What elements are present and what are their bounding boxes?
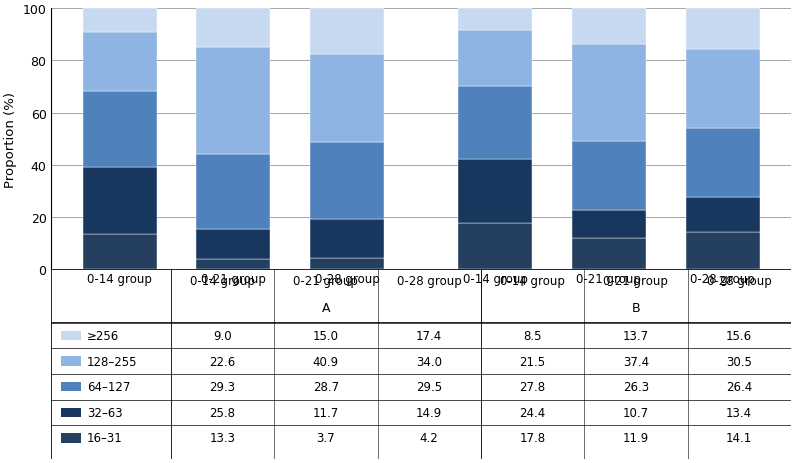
Text: 0-21 group: 0-21 group	[293, 275, 359, 288]
Bar	[196, 48, 270, 155]
Bar	[458, 9, 532, 31]
Bar	[83, 235, 157, 269]
Text: 32–63: 32–63	[87, 406, 122, 419]
Bar	[685, 198, 759, 233]
Text: 30.5: 30.5	[727, 355, 752, 368]
Text: 0-14 group: 0-14 group	[190, 275, 255, 288]
Text: 15.0: 15.0	[313, 329, 339, 342]
Text: 14.9: 14.9	[416, 406, 442, 419]
FancyBboxPatch shape	[60, 382, 81, 392]
Bar	[310, 143, 384, 220]
Bar	[310, 220, 384, 258]
Bar	[196, 260, 270, 269]
Text: 11.7: 11.7	[312, 406, 339, 419]
Bar	[572, 9, 646, 45]
Text: 9.0: 9.0	[213, 329, 232, 342]
Text: 13.7: 13.7	[622, 329, 649, 342]
Text: 24.4: 24.4	[519, 406, 545, 419]
Text: 16–31: 16–31	[87, 432, 122, 444]
Text: 17.8: 17.8	[519, 432, 545, 444]
Bar	[196, 9, 270, 48]
Text: 0-21 group: 0-21 group	[603, 275, 669, 288]
Bar	[572, 45, 646, 142]
Bar	[196, 155, 270, 229]
Text: B: B	[631, 301, 640, 314]
Text: 0-14 group: 0-14 group	[500, 275, 565, 288]
FancyBboxPatch shape	[60, 433, 81, 443]
Text: 25.8: 25.8	[210, 406, 235, 419]
Text: 17.4: 17.4	[416, 329, 442, 342]
Text: 26.4: 26.4	[726, 381, 752, 394]
Text: 0-28 group: 0-28 group	[397, 275, 462, 288]
Bar	[685, 50, 759, 129]
Text: 40.9: 40.9	[312, 355, 339, 368]
Bar	[310, 55, 384, 143]
FancyBboxPatch shape	[60, 357, 81, 366]
Text: 26.3: 26.3	[622, 381, 649, 394]
Bar	[310, 9, 384, 55]
Text: 14.1: 14.1	[726, 432, 752, 444]
Bar	[83, 168, 157, 235]
Text: 13.3: 13.3	[210, 432, 235, 444]
Text: 3.7: 3.7	[316, 432, 335, 444]
Bar	[685, 129, 759, 198]
Text: 128–255: 128–255	[87, 355, 138, 368]
Text: 21.5: 21.5	[519, 355, 545, 368]
Text: A: A	[322, 301, 330, 314]
Bar	[685, 233, 759, 269]
Text: 11.9: 11.9	[622, 432, 649, 444]
Text: 34.0: 34.0	[417, 355, 442, 368]
Bar	[83, 91, 157, 168]
Text: 15.6: 15.6	[726, 329, 752, 342]
Text: 4.2: 4.2	[420, 432, 439, 444]
Bar	[458, 87, 532, 160]
Bar	[458, 223, 532, 269]
Text: 64–127: 64–127	[87, 381, 130, 394]
Bar	[572, 211, 646, 238]
Text: 10.7: 10.7	[622, 406, 649, 419]
Bar	[458, 160, 532, 223]
Y-axis label: Proportion (%): Proportion (%)	[4, 91, 17, 187]
Bar	[685, 9, 759, 50]
Text: 28.7: 28.7	[312, 381, 339, 394]
Bar	[83, 32, 157, 91]
Text: 29.5: 29.5	[416, 381, 442, 394]
Text: 0-28 group: 0-28 group	[707, 275, 771, 288]
Bar	[572, 238, 646, 269]
Bar	[572, 142, 646, 211]
Text: 29.3: 29.3	[210, 381, 235, 394]
Text: 22.6: 22.6	[209, 355, 235, 368]
FancyBboxPatch shape	[60, 408, 81, 417]
Text: ≥256: ≥256	[87, 329, 119, 342]
Bar	[83, 9, 157, 32]
Bar	[310, 258, 384, 269]
Text: 8.5: 8.5	[523, 329, 541, 342]
Bar	[458, 31, 532, 87]
Text: 37.4: 37.4	[622, 355, 649, 368]
Bar	[196, 229, 270, 260]
Text: 27.8: 27.8	[519, 381, 545, 394]
FancyBboxPatch shape	[60, 331, 81, 340]
Text: 13.4: 13.4	[726, 406, 752, 419]
